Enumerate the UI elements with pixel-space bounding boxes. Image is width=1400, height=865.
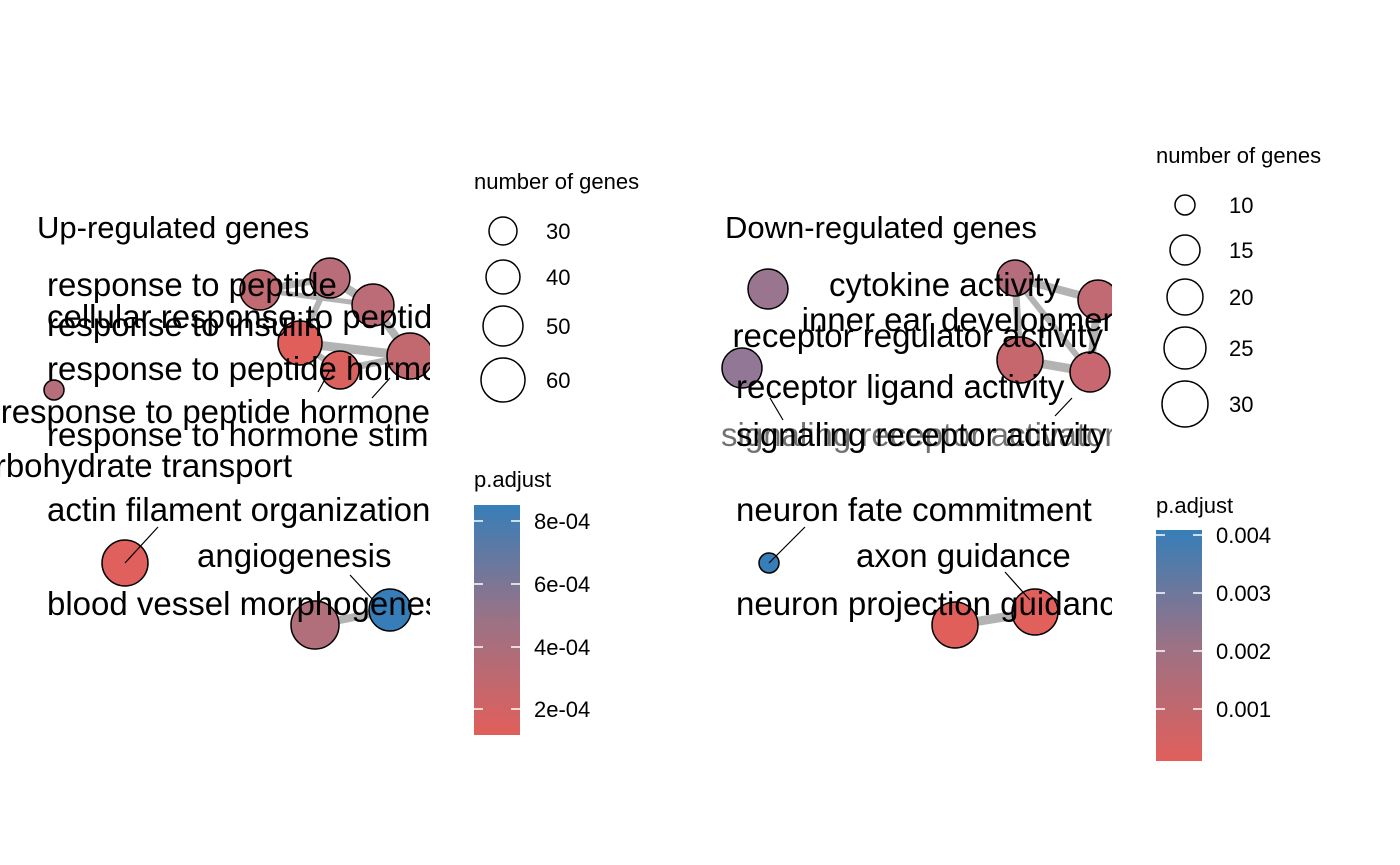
node [996, 336, 1044, 384]
term-label: blood vessel morphogenesis [47, 585, 465, 622]
term-label: cytokine activity [829, 266, 1061, 303]
color-legend-title: p.adjust [1156, 493, 1233, 518]
term-label: response to peptide [47, 266, 337, 303]
panel-title: Up-regulated genes [37, 210, 309, 245]
node [747, 268, 789, 310]
color-legend: p.adjust 0.001 0.002 0.003 0.004 [1156, 493, 1271, 761]
leader-lines [768, 397, 1073, 601]
size-legend-title: number of genes [1156, 143, 1321, 168]
term-label: response to peptide hormone [1, 393, 430, 430]
size-legend-label: 50 [546, 314, 570, 339]
term-label: signaling receptor activator activity [721, 416, 1226, 453]
color-bar-ticks [474, 520, 520, 710]
term-label: signaling receptor activity [736, 416, 1107, 453]
node [351, 283, 395, 327]
size-legend: number of genes 30 40 50 60 [474, 169, 639, 403]
color-bar [1156, 530, 1202, 761]
leader-line [349, 574, 376, 603]
term-label: receptor ligand activity [736, 368, 1065, 405]
term-label: response to insulin [47, 306, 322, 343]
size-legend-label: 30 [1229, 392, 1253, 417]
color-legend-label: 0.003 [1216, 581, 1271, 606]
panel-title: Down-regulated genes [725, 210, 1037, 245]
term-labels: response to peptide response to insulin … [0, 266, 489, 622]
color-legend: p.adjust 2e-04 4e-04 6e-04 8e-04 [474, 467, 590, 735]
node [290, 600, 340, 650]
size-legend-key [1169, 234, 1201, 266]
leader-line [1004, 571, 1031, 601]
size-legend-label: 15 [1229, 238, 1253, 263]
term-label: actin filament organization [47, 491, 430, 528]
size-legend-key [1174, 194, 1196, 216]
color-legend-label: 6e-04 [534, 572, 590, 597]
term-label: receptor regulator activity [733, 317, 1104, 354]
size-legend-key [1166, 278, 1204, 316]
node [43, 379, 65, 401]
term-label: inner ear development [802, 301, 1130, 338]
size-legend-key [482, 305, 524, 347]
leader-line [1054, 397, 1073, 417]
leader-line [317, 369, 331, 393]
term-label: response to peptide hormone [47, 350, 476, 387]
size-legend-key [488, 216, 518, 246]
node [1069, 351, 1111, 393]
network-plot: response to peptide response to insulin … [0, 257, 489, 650]
size-legend-label: 40 [546, 265, 570, 290]
leader-line [768, 526, 806, 564]
color-legend-label: 0.001 [1216, 697, 1271, 722]
size-legend-label: 60 [546, 368, 570, 393]
node [1011, 588, 1059, 636]
term-label: response to hormone stimulus [47, 416, 489, 453]
leader-line [769, 397, 784, 421]
size-legend: number of genes 10 15 20 25 30 [1156, 143, 1321, 428]
panel-up-regulated: Up-regulated genes [0, 169, 639, 735]
color-bar [474, 505, 520, 735]
size-legend-key [480, 357, 526, 403]
term-label: axon guidance [856, 537, 1071, 574]
node [931, 601, 979, 649]
term-label: cellular response to peptide [47, 298, 451, 335]
term-labels: cytokine activity inner ear development … [721, 266, 1226, 622]
size-legend-label: 30 [546, 219, 570, 244]
size-legend-title: number of genes [474, 169, 639, 194]
node [320, 350, 360, 390]
color-legend-label: 8e-04 [534, 509, 590, 534]
node [239, 269, 281, 311]
term-label: neuron projection guidance [736, 585, 1134, 622]
size-legend-key [1161, 380, 1209, 428]
node [386, 332, 430, 380]
size-legend-label: 20 [1229, 285, 1253, 310]
leader-lines [124, 369, 391, 603]
size-legend-label: 25 [1229, 336, 1253, 361]
color-legend-label: 0.002 [1216, 639, 1271, 664]
node [309, 257, 351, 299]
node [996, 259, 1034, 297]
size-legend-key [485, 259, 521, 295]
size-legend-key [1163, 326, 1207, 370]
color-legend-label: 0.004 [1216, 523, 1271, 548]
nodes [43, 257, 430, 650]
color-bar-ticks [1156, 534, 1202, 710]
color-legend-label: 4e-04 [534, 635, 590, 660]
color-legend-label: 2e-04 [534, 697, 590, 722]
node [368, 588, 412, 632]
node [277, 320, 323, 366]
term-label: angiogenesis [197, 537, 392, 574]
color-legend-title: p.adjust [474, 467, 551, 492]
network-plot: cytokine activity inner ear development … [721, 259, 1226, 649]
node [721, 347, 763, 389]
leader-line [124, 526, 159, 564]
panel-down-regulated: Down-regulated genes [721, 143, 1321, 761]
size-legend-label: 10 [1229, 193, 1253, 218]
term-label: neuron fate commitment [736, 491, 1092, 528]
node [1077, 279, 1112, 321]
leader-line [371, 377, 391, 399]
term-label: carbohydrate transport [0, 447, 292, 484]
nodes [721, 259, 1112, 649]
